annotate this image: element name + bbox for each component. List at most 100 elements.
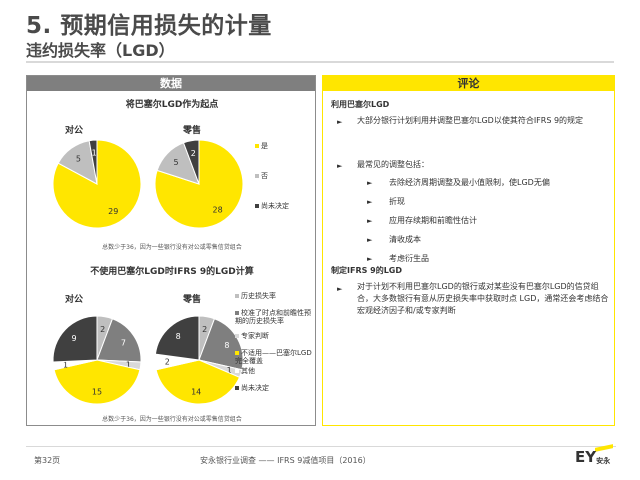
pie-retail-basel: 28 5 2 xyxy=(154,139,244,229)
pie-slice-label: 2 xyxy=(165,357,170,366)
legend2-swatch-other xyxy=(235,369,239,373)
pie-slice-label: 2 xyxy=(202,325,207,334)
pie-slice xyxy=(53,359,141,405)
pie-slice-label: 14 xyxy=(191,388,201,397)
legend2-swatch-expert xyxy=(235,334,239,338)
page-number: 第32页 xyxy=(34,456,61,465)
section2-note: 总数少于36，因为一些银行没有对公或零售信贷组合 xyxy=(102,416,242,423)
footer-divider xyxy=(26,446,616,447)
ey-logo-subtext: 安永 xyxy=(596,457,611,465)
data-panel: 数据 将巴塞尔LGD作为起点 对公 零售 29 5 1 28 5 2 是 否 尚未决定 … xyxy=(26,75,316,426)
bullet-marker: ► xyxy=(337,118,343,126)
list-item-text: 清收成本 xyxy=(389,235,421,244)
ey-logo-text: EY xyxy=(575,448,597,466)
comment-panel: 评论 利用巴塞尔LGD ► 大部分银行计划利用并调整巴塞尔LGD以使其符合IFR… xyxy=(322,75,615,426)
sub-bullet-marker: ► xyxy=(367,255,373,263)
legend2-item-na: 不适用——巴塞尔LGD完全覆盖 xyxy=(235,349,315,365)
list-item: ► 折现 xyxy=(367,195,607,209)
legend-label-no: 否 xyxy=(261,172,268,180)
data-panel-header: 数据 xyxy=(27,76,315,91)
pie-slice-label: 7 xyxy=(121,339,126,348)
pie-slice-label: 9 xyxy=(72,334,77,343)
comment-paragraph-1: 大部分银行计划利用并调整巴塞尔LGD以使其符合IFRS 9的规定 xyxy=(357,116,584,125)
legend-item-no: 否 xyxy=(255,172,315,180)
pie-corporate-ifrs9: 2 7 1 15 1 9 xyxy=(52,315,142,405)
chart1-title: 对公 xyxy=(65,126,84,136)
title-divider xyxy=(26,61,614,63)
list-item-text: 应用存续期和前瞻性估计 xyxy=(389,216,477,225)
legend-label-yes: 是 xyxy=(261,142,268,150)
footer-source: 安永银行业调查 —— IFRS 9减值项目（2016） xyxy=(200,456,371,465)
list-item-text: 考虑衍生品 xyxy=(389,254,429,263)
legend-item-yes: 是 xyxy=(255,142,315,150)
pie-slice-label: 8 xyxy=(224,341,229,350)
pie-corporate-basel: 29 5 1 xyxy=(52,139,142,229)
section2-title: 不使用巴塞尔LGD时IFRS 9的LGD计算 xyxy=(90,267,254,277)
page-subtitle: 违约损失率（LGD） xyxy=(26,41,175,60)
chart3-title: 对公 xyxy=(65,295,84,305)
list-item-text: 去除经济周期调整及最小值限制，使LGD无偏 xyxy=(389,178,550,187)
comment-heading-1: 利用巴塞尔LGD xyxy=(331,100,390,109)
sub-bullet-marker: ► xyxy=(367,179,373,187)
pie-slice-label: 1 xyxy=(227,366,232,375)
pie-slice xyxy=(155,359,241,405)
pie-slice xyxy=(198,318,244,371)
pie-slice xyxy=(52,315,98,363)
legend2-label-expert: 专家判断 xyxy=(241,332,269,340)
page-title: 5. 预期信用损失的计量 xyxy=(26,13,272,39)
pie-slice-label: 15 xyxy=(92,388,102,397)
list-item: ► 考虑衍生品 xyxy=(367,252,607,266)
legend2-item-other: 其他 xyxy=(235,367,315,375)
pie-slice-label: 5 xyxy=(174,158,179,167)
pie-slice-label: 29 xyxy=(108,207,118,216)
legend2-swatch-calibrated xyxy=(235,311,239,315)
legend-top: 是 否 尚未决定 xyxy=(255,142,315,210)
pie-charts-bottom: 2 7 1 15 1 9 2 8 1 14 2 8 xyxy=(52,315,244,405)
pie-slice xyxy=(154,315,200,361)
bullet-marker: ► xyxy=(337,162,343,170)
pie-slice-label: 2 xyxy=(191,149,196,158)
legend2-item-hist: 历史损失率 xyxy=(235,292,315,300)
chart2-title: 零售 xyxy=(183,126,202,136)
legend-swatch-no xyxy=(255,174,259,178)
list-item: ► 应用存续期和前瞻性估计 xyxy=(367,214,607,228)
legend2-label-hist: 历史损失率 xyxy=(241,292,276,300)
pie-slice-label: 5 xyxy=(76,154,81,163)
sub-bullet-marker: ► xyxy=(367,236,373,244)
sub-bullet-marker: ► xyxy=(367,198,373,206)
comment-paragraph-3: 对于计划不利用巴塞尔LGD的银行或对某些没有巴塞尔LGD的信贷组合，大多数银行有… xyxy=(357,282,609,315)
section1-title: 将巴塞尔LGD作为起点 xyxy=(125,100,219,110)
pie-slice xyxy=(182,139,200,185)
pie-slice xyxy=(88,139,98,185)
pie-slice xyxy=(52,139,142,229)
legend2-label-calibrated: 校准了时点和前瞻性预期的历史损失率 xyxy=(235,309,311,325)
legend-swatch-undecided xyxy=(255,204,259,208)
pie-retail-ifrs9: 2 8 1 14 2 8 xyxy=(154,315,244,405)
adjustment-list: ► 去除经济周期调整及最小值限制，使LGD无偏 ► 折现 ► 应用存续期和前瞻性估计 … xyxy=(367,176,607,266)
section1-note: 总数少于36，因为一些银行没有对公或零售信贷组合 xyxy=(102,244,242,251)
legend2-swatch-hist xyxy=(235,294,239,298)
ey-logo: EY安永 xyxy=(575,448,610,466)
legend-swatch-yes xyxy=(255,144,259,148)
bullet-marker: ► xyxy=(337,285,343,293)
chart4-title: 零售 xyxy=(183,295,202,305)
pie-slice-label: 1 xyxy=(63,360,68,369)
comment-heading-2: 制定IFRS 9的LGD xyxy=(331,266,403,275)
pie-slice-label: 1 xyxy=(126,360,131,369)
pie-slice-label: 28 xyxy=(213,206,223,215)
legend2-item-undecided: 尚未决定 xyxy=(235,384,315,392)
legend-label-undecided: 尚未决定 xyxy=(261,202,289,210)
legend-bottom: 历史损失率 校准了时点和前瞻性预期的历史损失率 专家判断 不适用——巴塞尔LGD… xyxy=(235,292,315,392)
list-item-text: 折现 xyxy=(389,197,405,206)
legend-item-undecided: 尚未决定 xyxy=(255,202,315,210)
legend2-item-expert: 专家判断 xyxy=(235,332,315,340)
legend2-swatch-undecided xyxy=(235,386,239,390)
comment-panel-header: 评论 xyxy=(323,76,614,91)
legend2-swatch-na xyxy=(235,351,239,355)
legend2-label-na: 不适用——巴塞尔LGD完全覆盖 xyxy=(235,349,312,365)
list-item: ► 去除经济周期调整及最小值限制，使LGD无偏 xyxy=(367,176,607,190)
pie-slice xyxy=(96,318,142,363)
pie-slice-label: 1 xyxy=(92,148,97,157)
list-item: ► 清收成本 xyxy=(367,233,607,247)
